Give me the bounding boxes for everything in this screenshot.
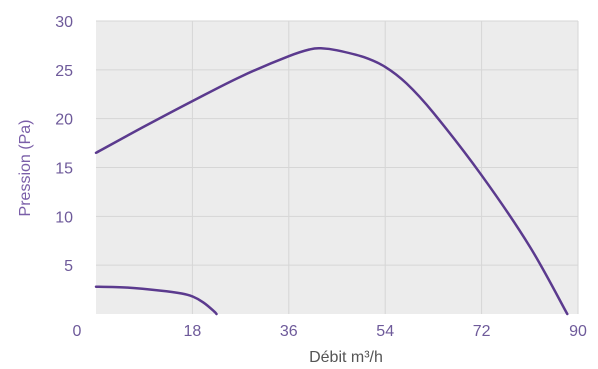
- grid-lines: [96, 20, 579, 314]
- x-tick-label: 90: [569, 323, 587, 340]
- y-tick-label: 25: [55, 63, 73, 80]
- x-axis-label: Débit m³/h: [309, 349, 383, 366]
- series-layer: [94, 46, 569, 316]
- y-tick-label: 15: [55, 161, 73, 178]
- y-tick-label: 10: [55, 209, 73, 226]
- x-tick-label: 18: [184, 323, 202, 340]
- y-tick-label: 30: [55, 14, 73, 31]
- series-line-1: [94, 46, 569, 316]
- x-tick-label: 0: [73, 323, 82, 340]
- y-tick-label: 20: [55, 112, 73, 129]
- x-tick-label: 72: [473, 323, 491, 340]
- x-tick-label: 54: [376, 323, 394, 340]
- y-tick-label: 5: [64, 258, 73, 275]
- series-line-2: [94, 285, 218, 316]
- y-axis-ticks: 5 10 15 20 25 30: [55, 14, 73, 275]
- x-axis-ticks: 0 18 36 54 72 90: [73, 323, 587, 340]
- y-axis-label: Pression (Pa): [17, 120, 34, 217]
- x-tick-label: 36: [280, 323, 298, 340]
